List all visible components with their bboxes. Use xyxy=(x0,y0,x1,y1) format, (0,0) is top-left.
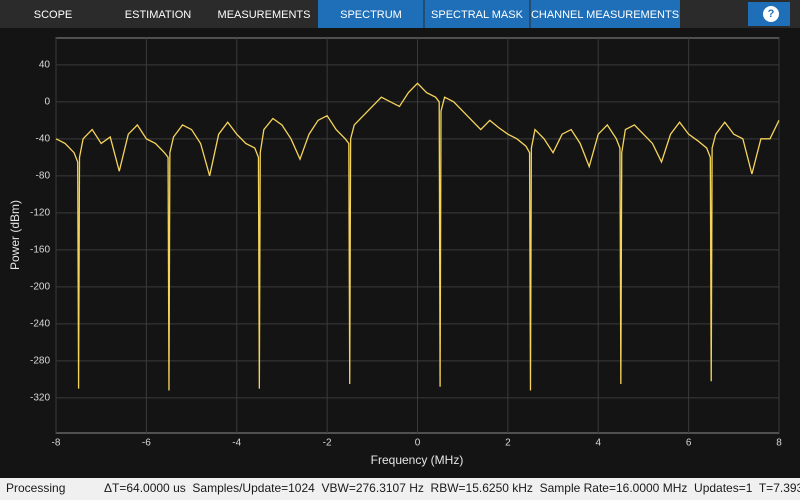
x-tick-label: 4 xyxy=(595,438,601,449)
active-tabs xyxy=(318,0,680,28)
tab[interactable]: ESTIMATION xyxy=(125,9,191,21)
y-tick-label: 40 xyxy=(39,59,51,70)
y-tick-label: -280 xyxy=(30,355,50,366)
help-icon[interactable]: ? xyxy=(768,8,775,20)
y-tick-label: -120 xyxy=(30,207,50,218)
spectrum-line xyxy=(55,82,780,391)
x-tick-label: -4 xyxy=(232,438,241,449)
x-tick-label: 8 xyxy=(776,438,782,449)
tab[interactable]: CHANNEL MEASUREMENTS xyxy=(531,9,679,21)
y-tick-label: -40 xyxy=(36,133,51,144)
y-axis-label: Power (dBm) xyxy=(8,200,22,270)
tab[interactable]: MEASUREMENTS xyxy=(218,9,311,21)
x-tick-label: -2 xyxy=(323,438,332,449)
x-tick-label: 2 xyxy=(505,438,511,449)
y-tick-label: -240 xyxy=(30,318,50,329)
help-button[interactable] xyxy=(763,6,779,22)
tab[interactable]: SCOPE xyxy=(34,9,73,21)
x-tick-label: -6 xyxy=(142,438,151,449)
status-info: ΔT=64.0000 us Samples/Update=1024 VBW=27… xyxy=(104,481,800,495)
x-tick-label: -8 xyxy=(52,438,61,449)
y-tick-label: 0 xyxy=(44,96,50,107)
y-tick-label: -200 xyxy=(30,281,50,292)
y-tick-label: -160 xyxy=(30,244,50,255)
x-axis-label: Frequency (MHz) xyxy=(371,453,464,467)
y-tick-label: -320 xyxy=(30,392,50,403)
tab[interactable]: SPECTRUM xyxy=(340,9,402,21)
status-bar xyxy=(0,478,800,500)
status-state: Processing xyxy=(6,481,65,495)
x-tick-label: 0 xyxy=(415,438,421,449)
y-tick-label: -80 xyxy=(36,170,51,181)
tab[interactable]: SPECTRAL MASK xyxy=(431,9,524,21)
x-tick-label: 6 xyxy=(686,438,692,449)
